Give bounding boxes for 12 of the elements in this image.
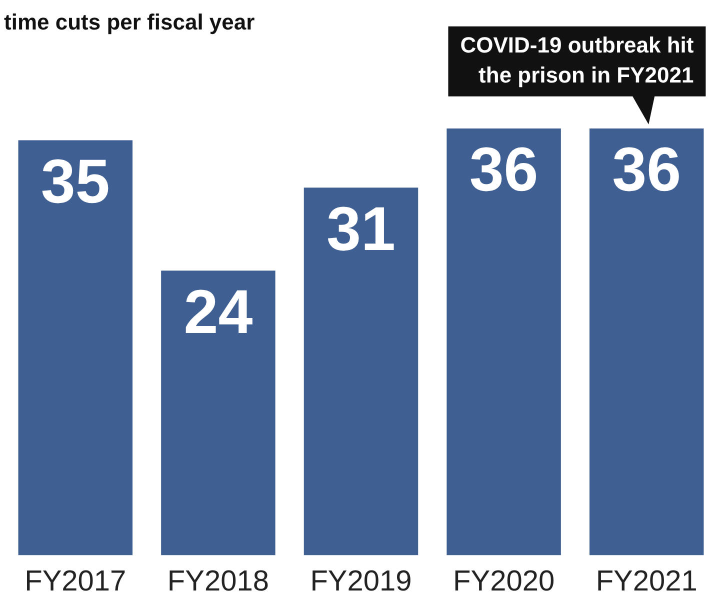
x-tick-label: FY2020	[453, 566, 555, 598]
x-tick-label: FY2017	[24, 566, 126, 598]
chart-title: time cuts per fiscal year	[4, 9, 256, 34]
data-label: 36	[469, 135, 538, 204]
x-tick-label: FY2019	[310, 566, 412, 598]
data-label: 35	[40, 147, 110, 216]
x-tick-label: FY2021	[596, 566, 698, 598]
data-label: 36	[612, 135, 682, 204]
x-tick-label: FY2018	[167, 566, 269, 598]
annotation: COVID-19 outbreak hit the prison in FY2021	[460, 32, 694, 88]
data-label: 24	[184, 278, 254, 347]
data-label: 31	[326, 194, 396, 264]
